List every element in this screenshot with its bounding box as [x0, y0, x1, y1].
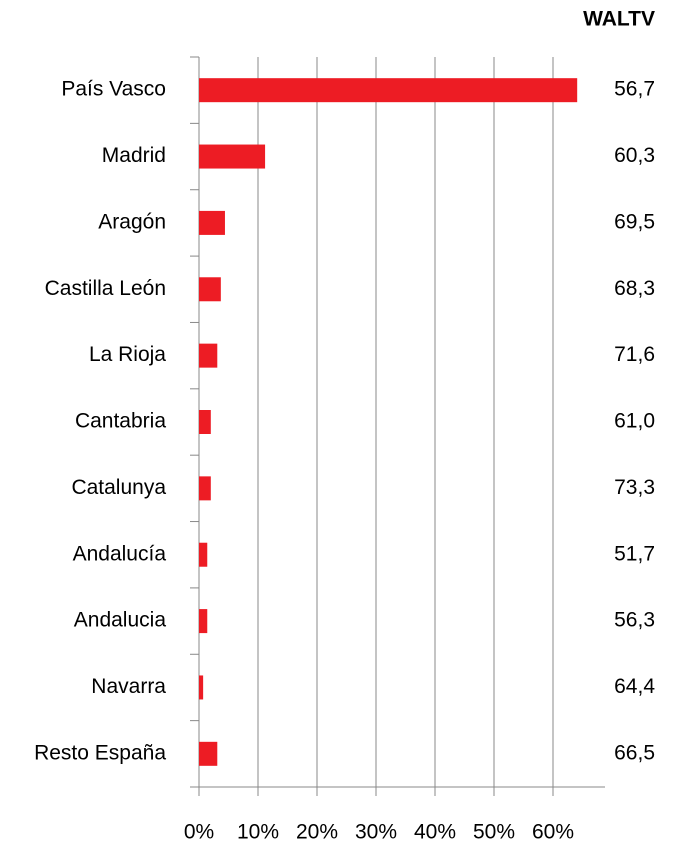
bar — [199, 675, 204, 700]
bar — [199, 542, 208, 567]
bar — [199, 410, 211, 434]
y-tick-label: Andalucía — [73, 542, 167, 565]
waltv-label: 68,3 — [614, 277, 655, 300]
y-tick-label: Navarra — [91, 675, 166, 698]
waltv-label: 64,4 — [614, 675, 655, 698]
bar — [199, 476, 211, 501]
waltv-label: 60,3 — [614, 144, 655, 167]
waltv-label: 69,5 — [614, 210, 655, 233]
bar — [199, 78, 578, 103]
x-tick-label: 50% — [473, 821, 515, 844]
y-tick-label: Cantabria — [75, 410, 166, 433]
y-tick-label: País Vasco — [61, 78, 166, 101]
waltv-label: 51,7 — [614, 542, 655, 565]
bar — [199, 609, 208, 634]
waltv-label: 73,3 — [614, 476, 655, 499]
bar — [199, 210, 225, 235]
bar — [199, 144, 266, 169]
waltv-label: 71,6 — [614, 343, 655, 366]
waltv-label: 61,0 — [614, 410, 655, 433]
waltv-label: 56,3 — [614, 609, 655, 632]
y-tick-label: Resto España — [34, 741, 166, 764]
bar — [199, 277, 221, 302]
bar — [199, 741, 218, 766]
y-tick-label: Madrid — [102, 144, 166, 167]
waltv-title: WALTV — [583, 8, 655, 31]
x-tick-label: 0% — [184, 821, 214, 844]
x-tick-label: 20% — [296, 821, 338, 844]
x-tick-label: 40% — [414, 821, 456, 844]
y-tick-label: Aragón — [98, 210, 166, 233]
y-tick-label: Catalunya — [71, 476, 166, 499]
y-tick-label: La Rioja — [89, 343, 166, 366]
x-tick-label: 60% — [532, 821, 574, 844]
y-tick-label: Castilla León — [45, 277, 166, 300]
waltv-label: 66,5 — [614, 741, 655, 764]
x-tick-label: 10% — [237, 821, 279, 844]
waltv-label: 56,7 — [614, 78, 655, 101]
bar — [199, 343, 218, 368]
y-tick-label: Andalucia — [74, 609, 167, 632]
x-tick-label: 30% — [355, 821, 397, 844]
